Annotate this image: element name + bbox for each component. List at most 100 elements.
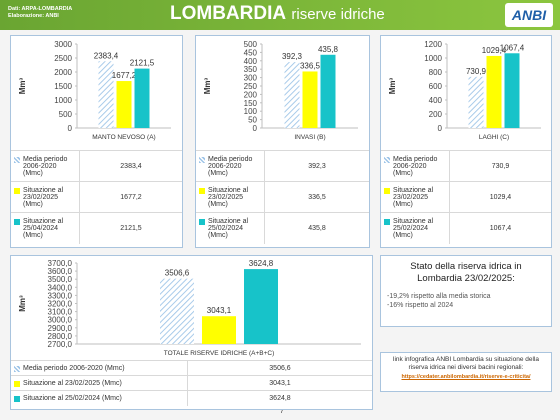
legend-label: Situazione al 23/02/2025 (Mmc) xyxy=(23,186,64,208)
link-url[interactable]: https://cedater.anbilombardia.it/riserve… xyxy=(401,374,531,380)
summary-title: Stato della riserva idrica in Lombardia … xyxy=(410,261,522,284)
y-axis-title: Mm³ xyxy=(388,77,397,94)
bar xyxy=(320,54,336,128)
legend-label: Situazione al 23/02/2025 (Mmc) xyxy=(393,186,434,208)
y-tick-label: 350 xyxy=(244,65,258,74)
data-label: 3624,8 xyxy=(249,259,274,268)
x-tick-label: LAGHI (C) xyxy=(479,134,509,141)
y-tick-label: 2500 xyxy=(54,54,72,63)
summary-box: Stato della riserva idrica in Lombardia … xyxy=(380,255,552,327)
legend-swatch xyxy=(14,156,20,163)
data-table: Media periodo 2006-2020 (Mmc) 2383,4 Situa… xyxy=(11,150,182,244)
y-tick-label: 400 xyxy=(244,57,258,66)
data-label: 336,5 xyxy=(300,61,321,70)
y-tick-label: 2700,0 xyxy=(48,340,73,349)
source-line: Elaborazione: ANBI xyxy=(8,13,59,19)
legend-swatch xyxy=(199,187,205,194)
data-label: 2121,5 xyxy=(130,59,155,68)
bar xyxy=(98,61,114,128)
legend-cell: Situazione al 25/02/2024 (Mmc) xyxy=(11,390,188,406)
title-bold: LOMBARDIA xyxy=(170,3,287,24)
link-text: link infografica ANBI Lombardia su situa… xyxy=(393,356,539,371)
y-tick-label: 1200 xyxy=(424,40,442,49)
x-tick-label: MANTO NEVOSO (A) xyxy=(92,134,155,141)
y-axis-title: Mm³ xyxy=(18,295,27,312)
y-tick-label: 3000 xyxy=(54,40,72,49)
y-tick-label: 450 xyxy=(244,48,258,57)
y-tick-label: 3500,0 xyxy=(48,275,73,284)
title-rest: riserve idriche xyxy=(291,6,385,23)
data-label: 1029,4 xyxy=(482,46,507,55)
y-tick-label: 3100,0 xyxy=(48,308,73,317)
y-tick-label: 2900,0 xyxy=(48,324,73,333)
y-tick-label: 3300,0 xyxy=(48,291,73,300)
legend-label: Media periodo 2006-2020 (Mmc) xyxy=(23,155,68,177)
y-tick-label: 0 xyxy=(438,124,443,133)
y-tick-label: 100 xyxy=(244,107,258,116)
legend-swatch xyxy=(14,187,20,194)
table-value: 2383,4 xyxy=(79,150,182,182)
link-box: link infografica ANBI Lombardia su situa… xyxy=(380,352,552,392)
chart: 2700,02800,02900,03000,03100,03200,03300… xyxy=(18,259,361,357)
y-tick-label: 3600,0 xyxy=(48,267,73,276)
table-row: Situazione al 25/02/2024 (Mmc) 435,8 xyxy=(196,212,369,244)
legend-cell: Situazione al 25/02/2024 (Mmc) xyxy=(196,212,265,244)
bar xyxy=(504,53,520,128)
table-row: Situazione al 23/02/2025 (Mmc) 336,5 xyxy=(196,181,369,213)
bar xyxy=(244,269,278,344)
page-number: 7 xyxy=(280,408,284,415)
data-label: 730,9 xyxy=(466,67,487,76)
y-tick-label: 800 xyxy=(429,68,443,77)
data-label: 3043,1 xyxy=(207,306,232,315)
y-tick-label: 500 xyxy=(59,110,73,119)
legend-cell: Media periodo 2006-2020 (Mmc) xyxy=(381,150,450,182)
y-tick-label: 2800,0 xyxy=(48,332,73,341)
summary-note: -19,2% rispetto alla media storica xyxy=(387,293,491,300)
table-row: Situazione al 25/02/2024 (Mmc) 3624,8 xyxy=(11,390,372,406)
legend-swatch xyxy=(199,156,205,163)
table-value: 1677,2 xyxy=(79,181,182,213)
bar xyxy=(302,71,318,128)
table-row: Media periodo 2006-2020 (Mmc) 2383,4 xyxy=(11,150,182,182)
y-tick-label: 2000 xyxy=(54,68,72,77)
data-label: 1677,2 xyxy=(112,71,137,80)
legend-label: Situazione al 25/02/2024 (Mmc) xyxy=(393,217,434,239)
data-label: 1067,4 xyxy=(500,43,525,52)
legend-swatch xyxy=(14,218,20,225)
y-tick-label: 3400,0 xyxy=(48,283,73,292)
y-axis-title: Mm³ xyxy=(18,77,27,94)
data-label: 2383,4 xyxy=(94,51,119,60)
legend-cell: Situazione al 25/02/2024 (Mmc) xyxy=(381,212,450,244)
y-tick-label: 400 xyxy=(429,96,443,105)
data-table: Media periodo 2006-2020 (Mmc) 392,3 Situaz… xyxy=(196,150,369,244)
bar xyxy=(116,81,132,128)
chart-panel: 0 50 100 150 200 250 300 350 400 450 500 Mm³ 392,3 33… xyxy=(195,35,370,248)
header: Dati: ARPA-LOMBARDIA Elaborazione: ANBI … xyxy=(0,0,560,30)
y-tick-label: 300 xyxy=(244,74,258,83)
table-value: 1029,4 xyxy=(449,181,551,213)
legend-swatch xyxy=(384,218,390,225)
legend-swatch xyxy=(384,187,390,194)
bar xyxy=(486,55,502,128)
table-value: 392,3 xyxy=(264,150,369,182)
table-value: 1067,4 xyxy=(449,212,551,244)
y-axis-title: Mm³ xyxy=(203,77,212,94)
table-value: 3506,6 xyxy=(187,360,372,376)
y-tick-label: 600 xyxy=(429,82,443,91)
table-row: Situazione al 23/02/2025 (Mmc) 1029,4 xyxy=(381,181,551,213)
y-tick-label: 0 xyxy=(253,124,258,133)
legend-label: Situazione al 23/02/2025 (Mmc) xyxy=(208,186,249,208)
table-row: Situazione al 25/02/2024 (Mmc) 1067,4 xyxy=(381,212,551,244)
table-value: 336,5 xyxy=(264,181,369,213)
legend-label: Situazione al 25/04/2024 (Mmc) xyxy=(23,217,64,239)
legend-swatch xyxy=(384,156,390,163)
legend-swatch xyxy=(14,365,20,372)
y-tick-label: 3200,0 xyxy=(48,300,73,309)
y-tick-label: 3000,0 xyxy=(48,316,73,325)
legend-cell: Media periodo 2006-2020 (Mmc) xyxy=(11,150,80,182)
table-value: 3624,8 xyxy=(187,390,372,406)
y-tick-label: 0 xyxy=(68,124,73,133)
y-tick-label: 3700,0 xyxy=(48,259,73,268)
y-tick-label: 200 xyxy=(429,110,443,119)
legend-swatch xyxy=(14,395,20,402)
